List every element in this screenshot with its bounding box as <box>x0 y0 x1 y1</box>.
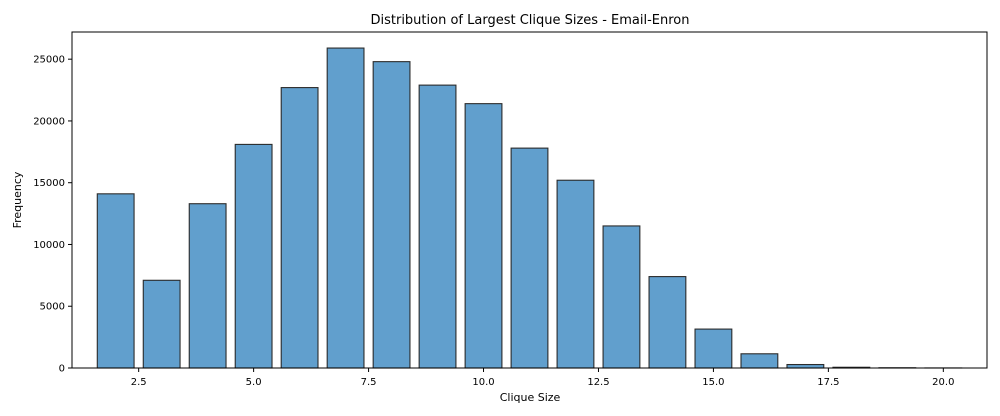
bar-clique-size-9 <box>418 84 457 369</box>
x-tick-label: 5.0 <box>246 377 262 388</box>
bar-clique-size-3 <box>142 279 181 369</box>
bar-clique-size-7 <box>326 47 365 369</box>
x-tick-label: 15.0 <box>702 377 724 388</box>
bar-clique-size-14 <box>648 276 687 369</box>
x-tick-label: 17.5 <box>817 377 839 388</box>
chart-title: Distribution of Largest Clique Sizes - E… <box>370 13 689 28</box>
bar-clique-size-12 <box>556 179 595 369</box>
bar-clique-size-5 <box>234 143 273 369</box>
plot-frame <box>71 31 988 369</box>
bar-clique-size-13 <box>602 225 641 369</box>
x-axis-ticks: 2.5 5.0 7.5 10.0 12.5 15.0 17.5 20.0 <box>131 368 954 388</box>
bar-clique-size-10 <box>464 103 503 369</box>
y-tick-label: 10000 <box>33 240 65 251</box>
bar-clique-size-6 <box>280 87 319 369</box>
x-tick-label: 20.0 <box>932 377 954 388</box>
x-tick-label: 2.5 <box>131 377 147 388</box>
bars-group <box>96 47 963 369</box>
x-tick-label: 7.5 <box>361 377 377 388</box>
y-tick-label: 15000 <box>33 178 65 189</box>
bar-clique-size-8 <box>372 61 411 369</box>
bar-clique-size-2 <box>96 193 135 369</box>
y-tick-label: 25000 <box>33 55 65 66</box>
bar-clique-size-17 <box>786 363 825 369</box>
y-axis-ticks: 0 5000 10000 15000 20000 25000 <box>33 55 72 375</box>
x-axis-label: Clique Size <box>500 391 561 404</box>
y-tick-label: 0 <box>59 364 65 375</box>
y-axis-label: Frequency <box>11 171 24 228</box>
bar-clique-size-15 <box>694 328 733 369</box>
bar-clique-size-11 <box>510 147 549 369</box>
x-tick-label: 10.0 <box>472 377 494 388</box>
y-tick-label: 5000 <box>40 302 65 313</box>
y-tick-label: 20000 <box>33 116 65 127</box>
x-tick-label: 12.5 <box>587 377 609 388</box>
bar-clique-size-16 <box>740 353 779 369</box>
bar-clique-size-4 <box>188 203 227 369</box>
